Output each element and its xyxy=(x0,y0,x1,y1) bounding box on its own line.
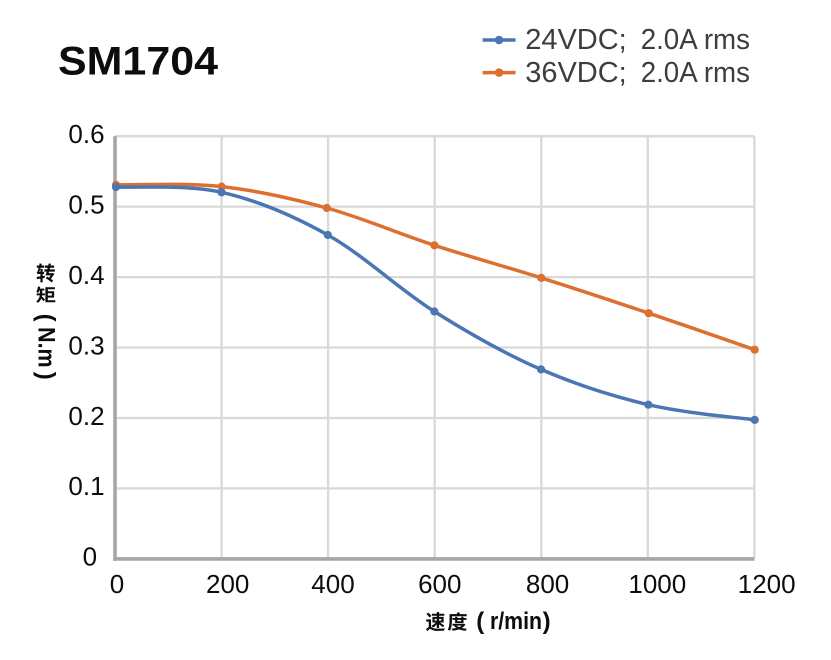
svg-text:2.0A rms: 2.0A rms xyxy=(641,24,750,56)
svg-text:0.4: 0.4 xyxy=(68,260,104,290)
svg-text:800: 800 xyxy=(526,569,569,599)
svg-text:0.3: 0.3 xyxy=(68,330,104,360)
svg-text:(: ( xyxy=(32,314,59,322)
svg-text:400: 400 xyxy=(311,569,354,599)
svg-text:(: ( xyxy=(476,608,484,635)
svg-text:0.6: 0.6 xyxy=(68,119,104,149)
svg-text:0: 0 xyxy=(110,569,124,599)
svg-text:1200: 1200 xyxy=(738,569,796,599)
svg-text:r/min: r/min xyxy=(490,608,542,635)
svg-text:0.2: 0.2 xyxy=(68,401,104,431)
svg-text:24VDC;: 24VDC; xyxy=(525,24,627,56)
svg-text:): ) xyxy=(543,608,551,635)
svg-text:600: 600 xyxy=(418,569,461,599)
svg-text:SM1704: SM1704 xyxy=(58,39,219,83)
svg-text:0.5: 0.5 xyxy=(68,189,104,219)
svg-text:36VDC;: 36VDC; xyxy=(525,57,627,89)
svg-text:200: 200 xyxy=(206,569,249,599)
svg-text:): ) xyxy=(32,372,59,380)
svg-text:0.1: 0.1 xyxy=(68,471,104,501)
svg-text:2.0A rms: 2.0A rms xyxy=(641,57,750,89)
svg-text:0: 0 xyxy=(83,542,97,572)
svg-text:N.m: N.m xyxy=(32,327,59,368)
svg-text:1000: 1000 xyxy=(628,569,686,599)
